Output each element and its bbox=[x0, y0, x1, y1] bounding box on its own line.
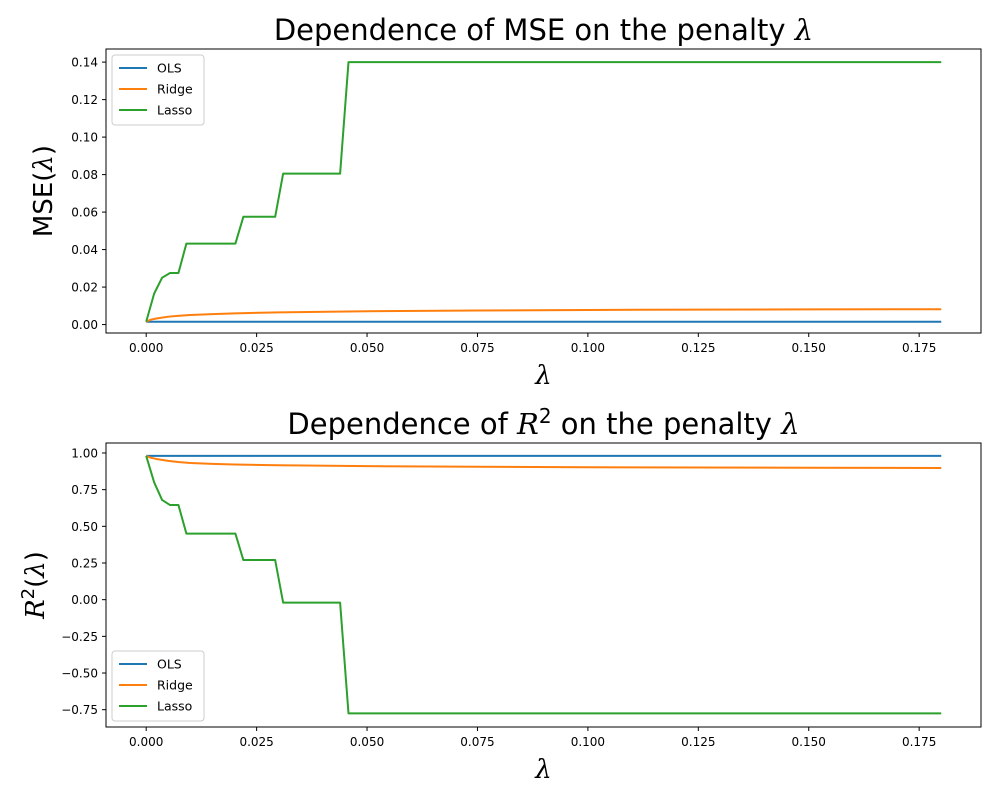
subplot-2: 0.000 0.025 0.050 0.075 0.100 0.125 0.150 0.175… bbox=[18, 404, 982, 785]
axes-frame bbox=[105, 48, 982, 334]
y-axis-label: R2(λ) bbox=[18, 551, 51, 620]
x-axis-label: λ bbox=[534, 755, 551, 785]
legend-label-ols: OLS bbox=[157, 657, 182, 672]
x-tick-label: 0.025 bbox=[239, 735, 273, 749]
title-math-symbol: R bbox=[516, 407, 539, 441]
y-tick-label: 0.10 bbox=[71, 131, 98, 145]
x-tick-label: 0.025 bbox=[239, 341, 273, 355]
series-group bbox=[145, 61, 942, 323]
subplots: 0.000 0.025 0.050 0.075 0.100 0.125 0.150 0.175… bbox=[18, 13, 982, 785]
series-line-ridge bbox=[145, 308, 942, 323]
y-tick-label: 0.25 bbox=[71, 556, 98, 570]
x-tick-label: 0.075 bbox=[460, 735, 494, 749]
title-math-symbol: λ bbox=[780, 407, 799, 441]
x-tick-label: 0.175 bbox=[902, 735, 936, 749]
x-tick-label: 0.150 bbox=[792, 341, 826, 355]
axes-frame bbox=[105, 442, 982, 728]
x-tick-label: 0.100 bbox=[571, 735, 605, 749]
chart-title: Dependence of MSE on the penalty λ bbox=[274, 13, 813, 47]
title-math-symbol: λ bbox=[794, 13, 813, 47]
legend-label-ridge: Ridge bbox=[157, 678, 193, 693]
legend-label-ridge: Ridge bbox=[157, 82, 193, 97]
y-tick-label: 0.08 bbox=[71, 168, 98, 182]
x-tick-label: 0.100 bbox=[571, 341, 605, 355]
title-text-part: on the penalty bbox=[552, 407, 782, 441]
legend-label-ols: OLS bbox=[157, 61, 182, 76]
y-tick-label: 0.75 bbox=[71, 483, 98, 497]
y-tick-label: 0.50 bbox=[71, 520, 98, 534]
y-tick-label: 0.04 bbox=[71, 243, 98, 257]
x-axis-label: λ bbox=[534, 361, 551, 391]
title-text-part: Dependence of bbox=[287, 407, 517, 441]
y-tick-label: 0.06 bbox=[71, 206, 98, 220]
series-group bbox=[145, 454, 942, 715]
y-label-text: ( bbox=[21, 578, 51, 588]
title-text-part: Dependence of MSE on the penalty bbox=[274, 13, 795, 47]
y-label-text: MSE( bbox=[29, 172, 59, 238]
x-tick-label: 0.050 bbox=[350, 341, 384, 355]
chart-title: Dependence of R2 on the penalty λ bbox=[287, 404, 799, 441]
legend-label-lasso: Lasso bbox=[157, 103, 192, 118]
legend-box bbox=[111, 54, 205, 126]
y-axis-label: MSE(λ) bbox=[29, 145, 59, 237]
y-tick-label: −0.50 bbox=[61, 667, 98, 681]
legend-box bbox=[111, 650, 205, 722]
y-label-text: ) bbox=[29, 145, 59, 155]
y-label-text: ) bbox=[21, 551, 51, 561]
x-tick-label: 0.075 bbox=[460, 341, 494, 355]
y-tick-label: 0.12 bbox=[71, 93, 98, 107]
series-line-lasso bbox=[145, 61, 942, 323]
y-tick-label: −0.25 bbox=[61, 630, 98, 644]
y-label-symbol: λ bbox=[29, 155, 59, 172]
y-tick-label: −0.75 bbox=[61, 703, 98, 717]
series-line-lasso bbox=[145, 455, 942, 715]
x-tick-label: 0.150 bbox=[792, 735, 826, 749]
series-line-ridge bbox=[145, 454, 942, 469]
x-tick-label: 0.000 bbox=[129, 735, 163, 749]
x-tick-label: 0.050 bbox=[350, 735, 384, 749]
legend: OLS Ridge Lasso bbox=[111, 54, 205, 126]
x-tick-label: 0.175 bbox=[902, 341, 936, 355]
x-tick-label: 0.000 bbox=[129, 341, 163, 355]
subplot-1: 0.000 0.025 0.050 0.075 0.100 0.125 0.150 0.175… bbox=[29, 13, 982, 391]
title-superscript: 2 bbox=[539, 404, 552, 428]
y-tick-label: 0.00 bbox=[71, 318, 98, 332]
y-tick-label: 0.00 bbox=[71, 593, 98, 607]
y-tick-label: 0.14 bbox=[71, 56, 98, 70]
y-tick-label: 1.00 bbox=[71, 446, 98, 460]
legend: OLS Ridge Lasso bbox=[111, 650, 205, 722]
y-label-symbol: λ bbox=[21, 561, 51, 578]
y-tick-label: 0.02 bbox=[71, 281, 98, 295]
y-label-symbol: R bbox=[21, 599, 51, 620]
x-tick-label: 0.125 bbox=[681, 735, 715, 749]
legend-label-lasso: Lasso bbox=[157, 699, 192, 714]
y-label-superscript: 2 bbox=[18, 588, 39, 599]
x-tick-label: 0.125 bbox=[681, 341, 715, 355]
